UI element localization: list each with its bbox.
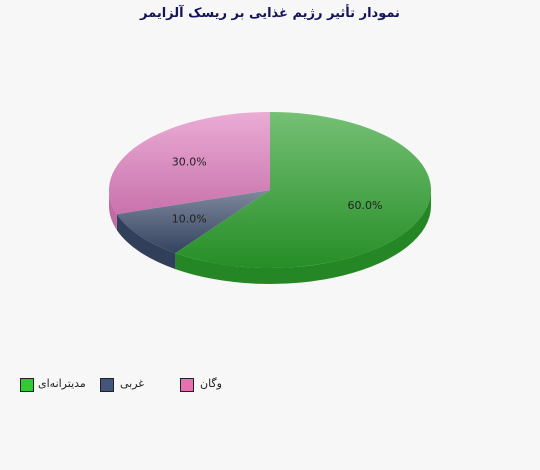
chart-title: نمودار تأثیر رژیم غذایی بر ریسک آلزایمر [140,6,400,21]
legend-label-vegan: وگان [200,377,222,390]
legend-swatch-vegan [180,378,194,392]
pie-slice-مدیترانه‌ای[interactable] [175,112,431,268]
pie-side-مدیترانه‌ای [175,190,431,284]
pie-tops [108,112,431,268]
legend-swatch-western [100,378,114,392]
legend-swatch-mediterranean [20,378,34,392]
pie-slice-وگان[interactable] [108,112,270,215]
chart-legend: مدیترانه‌ای غربی وگان [0,374,540,400]
pie-sides [109,190,431,284]
slice-label-غربی: 10.0% [172,212,207,225]
legend-label-mediterranean: مدیترانه‌ای [38,377,86,390]
legend-label-western: غربی [120,377,145,390]
pie-labels: 60.0% 10.0% 30.0% [172,156,383,226]
slice-label-مدیترانه‌ای: 60.0% [347,199,382,212]
pie-slice-غربی[interactable] [116,190,270,254]
pie-side-غربی [116,214,176,270]
slice-label-وگان: 30.0% [172,156,207,169]
pie-side-وگان [109,190,117,231]
